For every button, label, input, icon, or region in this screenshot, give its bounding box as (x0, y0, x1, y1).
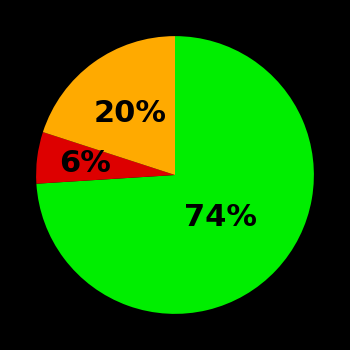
Text: 74%: 74% (184, 203, 257, 232)
Text: 20%: 20% (93, 99, 167, 128)
Wedge shape (36, 132, 175, 184)
Wedge shape (43, 36, 175, 175)
Text: 6%: 6% (60, 149, 111, 178)
Wedge shape (36, 36, 314, 314)
